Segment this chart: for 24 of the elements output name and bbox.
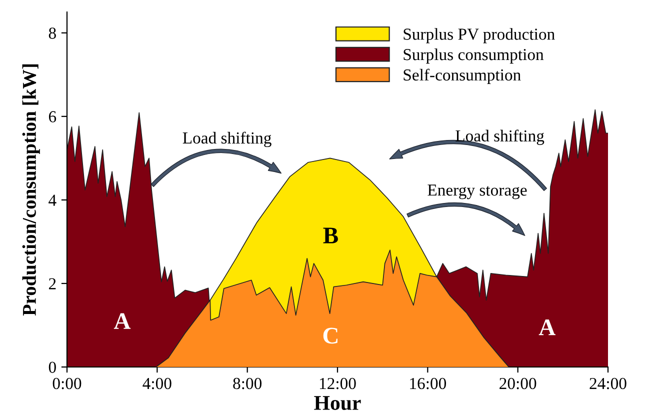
annotation: Load shifting [456,130,544,145]
annotation: B [323,228,338,244]
y-tick-label: 4 [48,194,56,206]
legend-label: Self-consumption [404,68,521,84]
x-tick-label: 20:00 [500,378,536,390]
annotation: A [538,320,556,336]
x-tick-label: 16:00 [410,378,446,390]
x-tick-label: 0:00 [52,378,82,390]
x-tick-label: 8:00 [233,378,262,390]
legend-label: Surplus PV production [404,28,555,44]
x-tick-label: 24:00 [590,378,626,390]
x-tick-label: 4:00 [142,378,172,390]
y-tick-label: 2 [48,278,56,290]
y-tick-label: 6 [48,111,56,122]
annotation: Energy storage [428,184,527,200]
y-axis-title: Production/consumption [kW] [22,64,40,316]
annotation: Load shifting [182,132,272,148]
annotation: A [114,313,131,329]
y-tick-label: 8 [48,28,56,39]
y-tick-label: 0 [48,362,56,373]
annotation: C [323,328,338,344]
x-tick-label: 12:00 [320,378,356,390]
legend-label: Surplus consumption [404,48,544,64]
x-axis-title: Hour [314,396,361,410]
